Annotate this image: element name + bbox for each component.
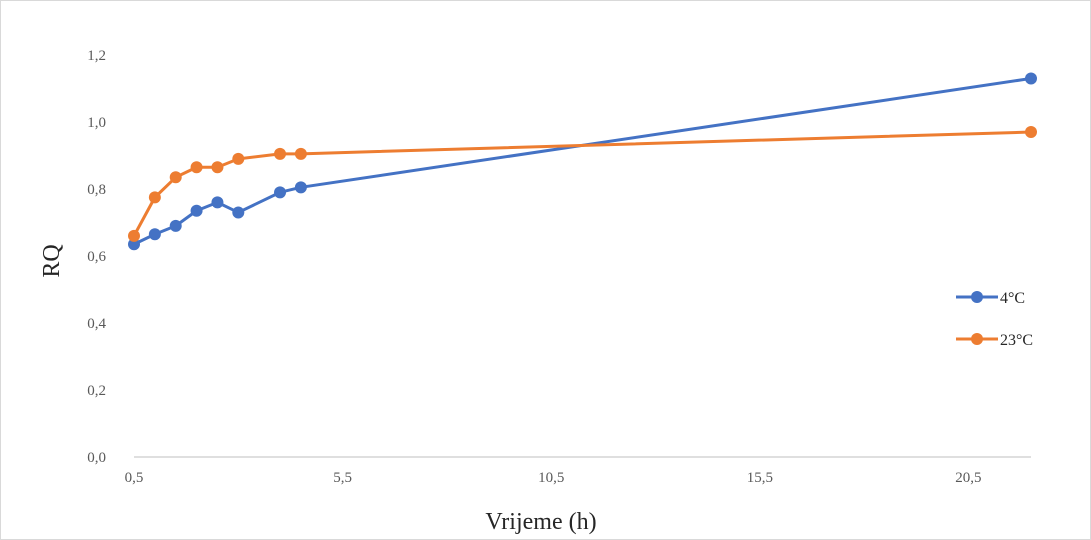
- data-point: [294, 147, 307, 160]
- data-point: [190, 204, 203, 217]
- data-point: [148, 228, 161, 241]
- y-tick-label: 0,6: [87, 249, 106, 265]
- data-point: [128, 229, 140, 242]
- data-point: [169, 171, 182, 184]
- series-1: [128, 72, 1037, 251]
- data-point: [169, 219, 182, 232]
- x-tick-label: 20,5: [955, 470, 981, 486]
- x-tick-label: 15,5: [747, 470, 773, 486]
- series-line: [133, 76, 1032, 246]
- data-point: [1025, 126, 1037, 139]
- y-tick-label: 0,0: [87, 450, 106, 466]
- y-tick-label: 0,4: [87, 316, 106, 332]
- data-point: [128, 238, 140, 251]
- legend-label: 23°C: [1000, 332, 1033, 349]
- series-layer: [128, 72, 1037, 251]
- data-point: [232, 206, 245, 219]
- x-tick-label: 0,5: [125, 470, 144, 486]
- data-point: [190, 161, 203, 174]
- series-line: [132, 130, 1032, 237]
- x-tick-label: 10,5: [538, 470, 564, 486]
- series-2: [128, 126, 1037, 242]
- data-point: [211, 196, 224, 209]
- data-point: [1025, 72, 1037, 85]
- data-point: [148, 191, 161, 204]
- data-point: [211, 161, 224, 174]
- legend-marker: [971, 333, 983, 345]
- legend-marker: [971, 291, 983, 303]
- x-tick-label: 5,5: [333, 470, 352, 486]
- data-point: [232, 152, 245, 165]
- y-tick-label: 1,0: [87, 115, 106, 131]
- legend-item: 4°C: [956, 290, 1025, 307]
- y-tick-label: 0,2: [87, 383, 106, 399]
- legend-label: 4°C: [1000, 290, 1025, 307]
- x-axis-title: Vrijeme (h): [485, 509, 596, 535]
- data-point: [274, 147, 287, 160]
- legend: 4°C 23°C: [956, 290, 1033, 349]
- y-axis-title: RQ: [39, 244, 65, 277]
- legend-item: 23°C: [956, 332, 1033, 349]
- data-point: [274, 186, 287, 199]
- y-tick-label: 1,2: [87, 48, 106, 64]
- y-tick-label: 0,8: [87, 182, 106, 198]
- y-axis-ticks: 0,0 0,2 0,4 0,6 0,8 1,0 1,2: [87, 48, 106, 466]
- x-axis-ticks: 0,5 5,5 10,5 15,5 20,5: [125, 470, 982, 486]
- data-point: [294, 181, 307, 194]
